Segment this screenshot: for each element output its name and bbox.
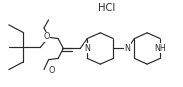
Text: O: O xyxy=(44,32,50,41)
Text: N: N xyxy=(84,44,90,53)
Text: O: O xyxy=(49,66,55,75)
Text: NH: NH xyxy=(154,44,166,53)
Text: N: N xyxy=(124,44,130,53)
Text: HCl: HCl xyxy=(98,3,116,13)
